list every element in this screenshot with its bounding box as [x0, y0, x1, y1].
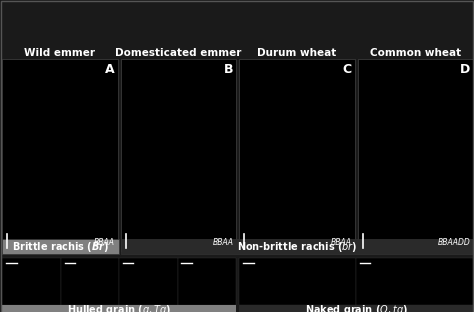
Text: BBAA: BBAA — [213, 238, 234, 247]
Bar — [2, 239, 118, 254]
Text: Brittle rachis ($\bfit{Br}$): Brittle rachis ($\bfit{Br}$) — [12, 240, 109, 254]
Bar — [356, 258, 473, 305]
Bar — [239, 305, 473, 312]
Text: BBAA: BBAA — [331, 238, 352, 247]
Text: C: C — [343, 63, 352, 76]
Bar — [121, 59, 236, 251]
Bar — [2, 258, 61, 305]
Bar — [2, 59, 118, 251]
Bar — [121, 239, 473, 254]
Text: B: B — [224, 63, 233, 76]
Bar — [119, 258, 178, 305]
Text: Naked grain ($\it{Q, tg}$): Naked grain ($\it{Q, tg}$) — [305, 303, 408, 312]
Text: Hulled grain ($\it{q, Tg}$): Hulled grain ($\it{q, Tg}$) — [67, 303, 171, 312]
Text: BBAA: BBAA — [94, 238, 115, 247]
Bar — [239, 59, 355, 251]
Text: Non-brittle rachis ($\it{br}$): Non-brittle rachis ($\it{br}$) — [237, 240, 357, 254]
Text: Domesticated emmer: Domesticated emmer — [115, 48, 242, 58]
Text: Durum wheat: Durum wheat — [257, 48, 337, 58]
Bar — [239, 258, 356, 305]
Bar — [358, 59, 473, 251]
Bar — [2, 305, 236, 312]
Text: Wild emmer: Wild emmer — [25, 48, 95, 58]
Text: Common wheat: Common wheat — [370, 48, 461, 58]
Text: A: A — [105, 63, 115, 76]
Bar — [61, 258, 119, 305]
Text: BBAADD: BBAADD — [438, 238, 471, 247]
Bar — [178, 258, 236, 305]
Text: D: D — [460, 63, 470, 76]
